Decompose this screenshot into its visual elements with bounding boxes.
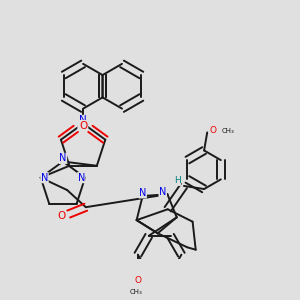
Text: CH₃: CH₃ bbox=[130, 290, 143, 296]
Text: O: O bbox=[209, 126, 216, 135]
Text: N: N bbox=[78, 172, 85, 183]
Text: O: O bbox=[78, 121, 86, 131]
Text: N: N bbox=[41, 172, 48, 183]
Text: N: N bbox=[139, 188, 146, 198]
Text: N: N bbox=[159, 187, 166, 197]
Text: O: O bbox=[57, 211, 65, 221]
Text: CH₃: CH₃ bbox=[221, 128, 234, 134]
Text: H: H bbox=[174, 176, 180, 185]
Text: O: O bbox=[80, 121, 88, 131]
Text: O: O bbox=[134, 276, 141, 285]
Text: N: N bbox=[79, 116, 87, 125]
Text: N: N bbox=[59, 153, 67, 164]
